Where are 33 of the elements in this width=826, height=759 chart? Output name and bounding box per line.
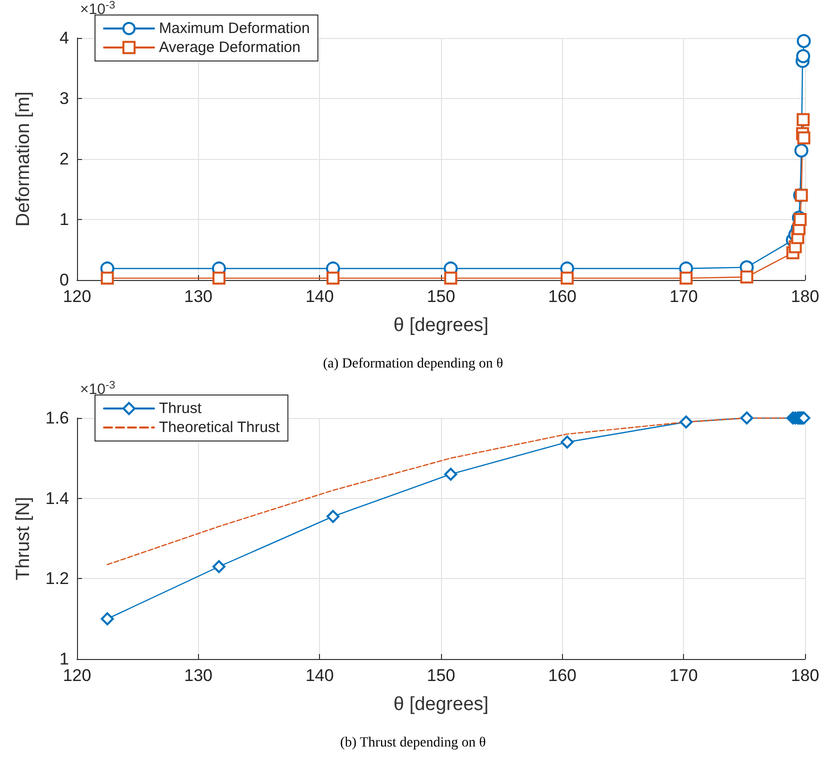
y-tick-label: 4 xyxy=(60,28,69,48)
x-axis-title: θ [degrees] xyxy=(393,315,489,336)
x-tick-label: 130 xyxy=(184,666,213,685)
legend-label: Maximum Deformation xyxy=(159,20,310,37)
y-tick-label: 2 xyxy=(60,150,69,168)
x-tick-label: 150 xyxy=(426,287,456,306)
x-tick-label: 170 xyxy=(669,287,698,306)
text: (a) Deformation depending on θ xyxy=(322,356,504,372)
y-axis-title: Deformation [m] xyxy=(13,91,34,227)
y-tick-label: 3 xyxy=(60,89,69,108)
legend-label: Thrust xyxy=(159,400,202,417)
x-tick-label: 120 xyxy=(62,287,92,306)
y-axis-title: Thrust [N] xyxy=(13,496,34,580)
x-tick-label: 140 xyxy=(305,287,334,306)
legend-label: Theoretical Thrust xyxy=(159,419,280,436)
y-tick-label: 1.6 xyxy=(45,408,69,428)
x-tick-label: 130 xyxy=(184,287,213,306)
y-tick-label: 1.2 xyxy=(45,569,69,588)
y-tick-label: 1 xyxy=(60,210,69,229)
y-tick-label: 1.4 xyxy=(45,488,69,508)
x-tick-label: 180 xyxy=(790,666,820,685)
x-tick-label: 120 xyxy=(62,666,92,685)
x-tick-label: 150 xyxy=(426,666,456,685)
y-tick-label: 1 xyxy=(60,650,69,668)
x-axis-title: θ [degrees] xyxy=(393,694,489,715)
y-tick-label: 0 xyxy=(60,270,69,290)
x-tick-label: 160 xyxy=(548,666,577,685)
legend-label: Average Deformation xyxy=(159,39,300,56)
x-tick-label: 180 xyxy=(790,287,820,306)
x-tick-label: 140 xyxy=(305,666,334,685)
text: (b) Thrust depending on θ xyxy=(340,736,486,750)
x-tick-label: 160 xyxy=(548,287,577,306)
x-tick-label: 170 xyxy=(669,666,698,685)
